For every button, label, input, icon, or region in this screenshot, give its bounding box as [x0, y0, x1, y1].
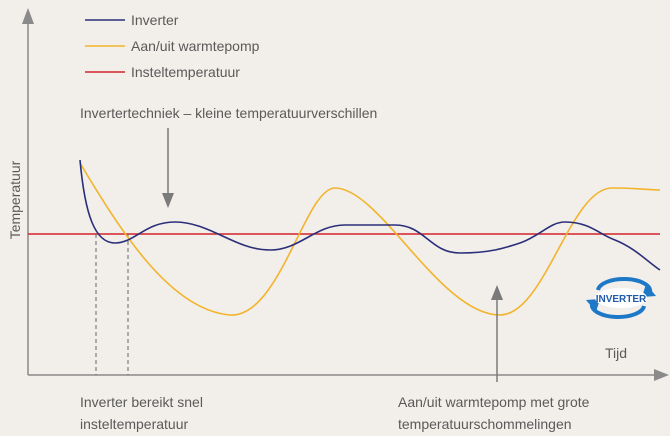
annotation: insteltemperatuur	[80, 416, 189, 432]
on-off-curve	[79, 162, 661, 316]
legend-label: Aan/uit warmtepomp	[131, 38, 260, 54]
annotation: Aan/uit warmtepomp met grote	[398, 394, 590, 410]
y-axis-label: Temperatuur	[7, 160, 23, 239]
legend: Inverter Aan/uit warmtepomp Insteltemper…	[85, 12, 260, 80]
x-axis-label: Tijd	[605, 345, 627, 361]
inverter-curve	[79, 159, 661, 271]
arrows	[162, 128, 503, 382]
annotation: Invertertechniek – kleine temperatuurver…	[80, 105, 377, 121]
legend-label: Inverter	[131, 12, 179, 28]
annotation: Inverter bereikt snel	[80, 394, 203, 410]
annotation: temperatuurschommelingen	[398, 416, 572, 432]
legend-label: Insteltemperatuur	[131, 64, 240, 80]
dashed-guides	[95, 234, 129, 375]
axes	[22, 8, 669, 381]
inverter-logo: INVERTER	[586, 276, 656, 320]
logo-text: INVERTER	[596, 294, 647, 305]
